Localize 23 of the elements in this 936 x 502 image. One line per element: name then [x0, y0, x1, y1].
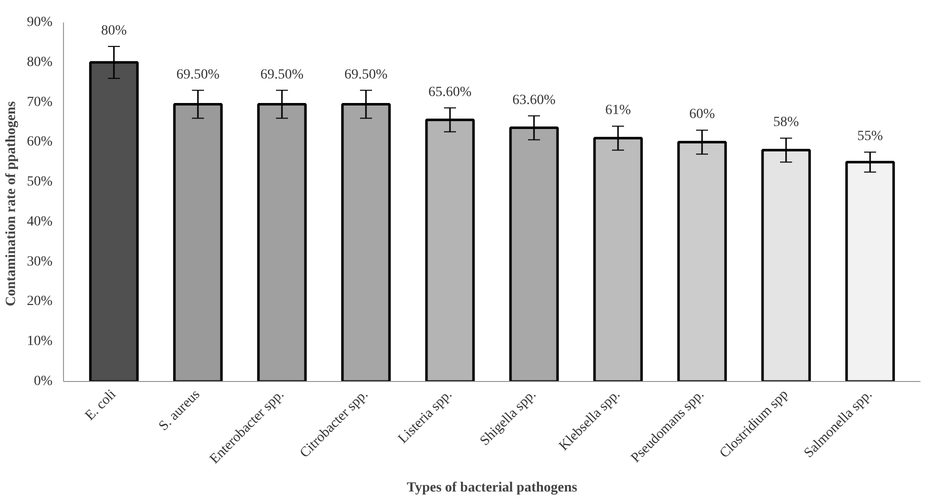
- y-tick-label: 80%: [26, 54, 53, 70]
- y-tick-label: 10%: [26, 334, 53, 350]
- y-tick-label: 20%: [26, 294, 53, 310]
- y-tick-label: 30%: [26, 254, 53, 270]
- data-label: 58%: [773, 115, 800, 130]
- y-tick-label: 70%: [26, 94, 53, 110]
- data-label: 55%: [857, 129, 884, 144]
- data-label: 65.60%: [428, 84, 472, 100]
- y-tick-label: 90%: [26, 15, 53, 30]
- data-label: 69.50%: [260, 67, 304, 82]
- data-label: 60%: [689, 107, 716, 122]
- data-label: 80%: [101, 23, 128, 38]
- data-label: 61%: [605, 103, 632, 118]
- y-tick-label: 60%: [26, 134, 53, 150]
- x-axis-title: Types of bacterial pathogens: [406, 480, 578, 496]
- x-tick-label: E. coli: [82, 387, 120, 424]
- data-label: 69.50%: [344, 67, 388, 82]
- data-label: 69.50%: [176, 67, 220, 82]
- y-tick-label: 50%: [26, 174, 53, 190]
- y-axis-title: Contamination rate of ppathogens: [4, 100, 19, 306]
- y-tick-label: 0%: [34, 374, 53, 389]
- y-tick-label: 40%: [26, 214, 53, 230]
- data-label: 63.60%: [512, 92, 556, 108]
